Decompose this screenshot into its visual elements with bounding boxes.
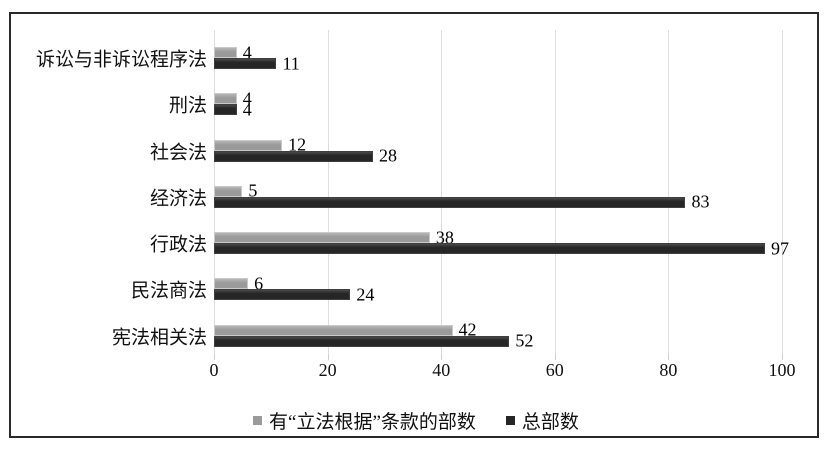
value-label-with-basis-clause: 42 (458, 319, 477, 340)
bar-with-basis-clause (214, 324, 453, 336)
x-tickmark-20 (327, 354, 329, 360)
legend-label: 总部数 (521, 411, 579, 433)
bar-with-basis-clause (214, 278, 249, 290)
x-tick-label: 0 (209, 360, 219, 380)
x-tick-label: 40 (432, 360, 451, 380)
category-label: 诉讼与非诉讼程序法 (35, 49, 207, 71)
value-label-total-count: 28 (379, 145, 398, 166)
value-label-with-basis-clause: 5 (248, 180, 258, 201)
bar-total-count (214, 104, 237, 116)
category-label: 民法商法 (130, 280, 207, 302)
bar-total-count (214, 150, 374, 162)
gridline-100 (782, 30, 783, 354)
value-label-total-count: 52 (515, 330, 534, 351)
bar-total-count (214, 243, 765, 255)
x-tickmark-80 (668, 354, 670, 360)
bar-with-basis-clause (214, 47, 237, 58)
bar-total-count (214, 335, 510, 347)
value-label-total-count: 97 (770, 238, 789, 259)
plot-area: 4 11 4 4 12 28 5 83 38 97 6 24 42 52 (214, 30, 789, 354)
bar-with-basis-clause (214, 93, 237, 105)
value-label-total-count: 24 (356, 284, 375, 305)
bar-with-basis-clause (214, 232, 430, 244)
x-tickmark-40 (441, 354, 443, 360)
bar-total-count (214, 289, 351, 301)
bar-with-basis-clause (214, 139, 283, 151)
value-label-total-count: 83 (691, 191, 710, 212)
legend-item-total-count: 总部数 (505, 407, 579, 434)
x-tick-label: 20 (318, 360, 337, 380)
gridline-80 (668, 30, 670, 354)
x-tick-label: 80 (659, 360, 678, 380)
value-label-with-basis-clause: 4 (242, 88, 252, 109)
category-label: 刑法 (168, 95, 207, 117)
gridline-40 (441, 30, 443, 354)
bar-with-basis-clause (214, 185, 243, 197)
x-tickmark-0 (214, 354, 215, 360)
category-label: 经济法 (149, 188, 207, 210)
gridline-60 (554, 30, 556, 354)
value-label-total-count: 11 (282, 53, 300, 73)
x-tickmark-100 (782, 354, 783, 360)
category-label: 社会法 (149, 142, 207, 164)
legend-swatch-icon (253, 415, 263, 425)
chart-figure: 4 11 4 4 12 28 5 83 38 97 6 24 42 52 诉讼与非诉讼程序法 刑法 社会法 经济… (9, 12, 819, 438)
x-tick-label: 100 (768, 360, 796, 380)
category-label: 宪法相关法 (111, 327, 207, 349)
bar-total-count (214, 58, 277, 69)
category-label: 行政法 (149, 234, 207, 256)
value-label-with-basis-clause: 6 (254, 273, 264, 294)
value-label-with-basis-clause: 4 (242, 42, 252, 62)
legend-label: 有“立法根据”条款的部数 (269, 411, 476, 433)
value-label-total-count: 4 (242, 99, 252, 120)
bar-total-count (214, 196, 686, 208)
value-label-with-basis-clause: 12 (288, 134, 307, 155)
x-tick-label: 60 (545, 360, 564, 380)
legend: 有“立法根据”条款的部数 总部数 (11, 406, 821, 434)
value-label-with-basis-clause: 38 (435, 227, 454, 248)
x-tickmark-60 (554, 354, 556, 360)
legend-swatch-icon (505, 415, 515, 425)
gridline-20 (327, 30, 329, 354)
legend-item-with-basis-clause: 有“立法根据”条款的部数 (253, 407, 476, 434)
